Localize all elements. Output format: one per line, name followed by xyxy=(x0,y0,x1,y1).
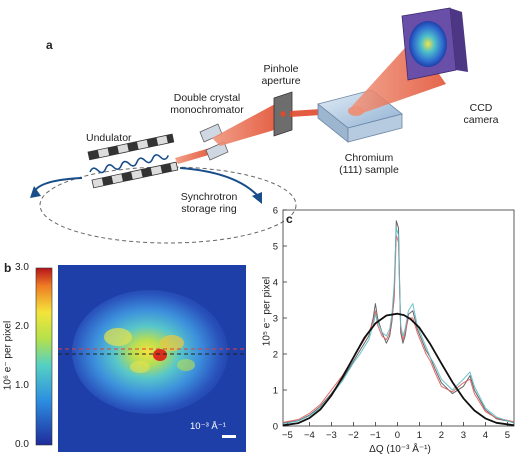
monochromator xyxy=(199,123,229,161)
colorbar-ylabel: 10⁶ e⁻ per pixel xyxy=(2,320,14,391)
diffraction-pattern xyxy=(35,265,246,452)
panel-b: b xyxy=(0,255,250,460)
chart-ylabel: 10⁵ e⁻ per pixel xyxy=(261,276,273,347)
label-monochromator-1: Double crystal xyxy=(173,92,241,104)
y-tick-label: 4 xyxy=(273,278,278,289)
profile-line-3 xyxy=(282,227,515,425)
y-tick-label: 0 xyxy=(273,422,278,433)
line-profile-chart: −5 −4 −3 −2 −1 0 1 2 3 4 5 0 1 2 3 4 5 6 xyxy=(273,206,515,441)
x-tick-label: 4 xyxy=(483,430,488,441)
colorbar-tick-3: 3.0 xyxy=(15,262,29,273)
chart-xlabel: ΔQ (10⁻³ Å⁻¹) xyxy=(369,444,431,455)
label-ring-1: Synchrotron xyxy=(180,191,238,203)
ccd-camera xyxy=(401,7,468,81)
panel-c-letter: c xyxy=(286,212,293,226)
y-tick-label: 2 xyxy=(273,350,278,361)
x-tick-label: 0 xyxy=(395,430,400,441)
panel-a: a xyxy=(30,7,499,244)
colorbar-tick-1: 1.0 xyxy=(15,380,29,391)
x-tick-label: 3 xyxy=(461,430,466,441)
label-ccd-1: CCD xyxy=(469,102,493,114)
label-pinhole-1: Pinhole xyxy=(263,63,299,75)
panel-b-letter: b xyxy=(4,261,12,275)
electron-orbit-arrow-left xyxy=(33,177,83,193)
x-tick-label: −2 xyxy=(348,430,359,441)
electron-orbit-arrow-right xyxy=(179,167,259,197)
panel-c: c −5 −4 −3 −2 −1 0 1 2 3 4 5 0 1 2 3 4 5 6 10⁵ e⁻ per pix… xyxy=(250,200,520,460)
x-tick-label: −5 xyxy=(282,430,293,441)
label-ccd-2: camera xyxy=(463,114,499,126)
profile-line-2 xyxy=(282,234,515,423)
x-tick-label: −1 xyxy=(370,430,381,441)
label-monochromator-2: monochromator xyxy=(170,104,244,116)
beamline-schematic xyxy=(30,7,468,244)
y-tick-label: 6 xyxy=(273,206,278,217)
colorbar-tick-0: 0.0 xyxy=(15,439,29,450)
undulator xyxy=(87,133,179,189)
y-tick-label: 3 xyxy=(273,314,278,325)
panel-a-letter: a xyxy=(46,38,53,52)
x-tick-label: 5 xyxy=(505,430,510,441)
label-sample-2: (111) sample xyxy=(339,164,399,176)
x-tick-label: 1 xyxy=(417,430,422,441)
orbit-arrowhead-left xyxy=(30,186,41,198)
label-undulator: Undulator xyxy=(86,132,132,144)
gaussian-fit-line xyxy=(282,312,515,427)
x-tick-label: 2 xyxy=(439,430,444,441)
x-tick-label: −4 xyxy=(304,430,315,441)
speckle-cloud xyxy=(72,290,228,414)
scale-bar-label: 10⁻³ Å⁻¹ xyxy=(190,421,226,432)
beam-undulator-to-mono xyxy=(175,148,212,164)
label-ring-2: storage ring xyxy=(181,203,237,215)
label-sample-1: Chromium xyxy=(344,152,394,164)
label-pinhole-2: aperture xyxy=(261,75,301,87)
y-tick-label: 1 xyxy=(273,386,278,397)
colorbar xyxy=(35,267,53,446)
orbit-arrowhead-right xyxy=(252,192,262,204)
colorbar-tick-2: 2.0 xyxy=(15,321,29,332)
scale-bar xyxy=(222,435,236,438)
beam-mono-to-pinhole xyxy=(212,104,281,146)
y-tick-label: 5 xyxy=(273,242,278,253)
x-tick-label: −3 xyxy=(326,430,337,441)
